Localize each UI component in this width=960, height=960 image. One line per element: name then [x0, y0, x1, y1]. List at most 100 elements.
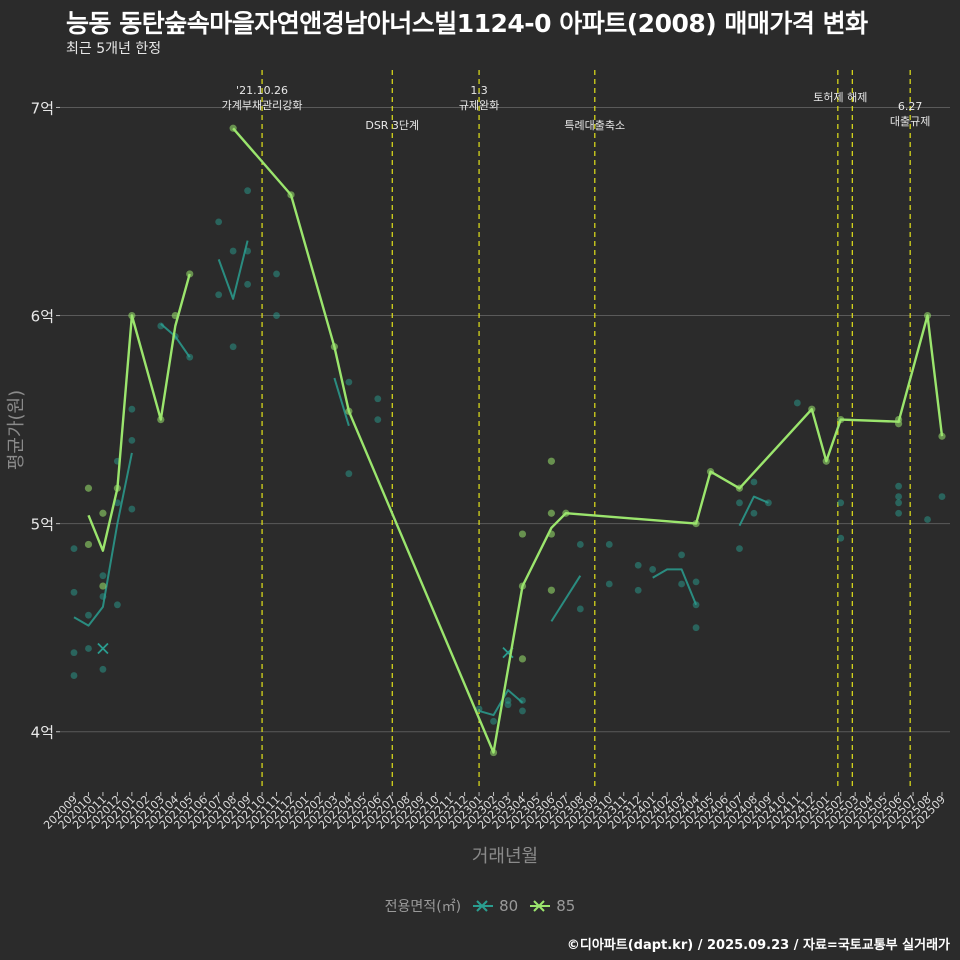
- y-axis-title: 평균가(원): [6, 390, 27, 470]
- data-point-80: [678, 551, 685, 559]
- data-point-80: [128, 405, 136, 413]
- data-point-80: [244, 280, 252, 288]
- policy-event-label: 대출규제: [890, 115, 930, 128]
- chart-subtitle: 최근 5개년 한정: [66, 41, 162, 57]
- y-tick-label: 7억: [31, 99, 54, 117]
- policy-event-label: DSR 3단계: [365, 119, 419, 132]
- data-point-80: [70, 588, 78, 596]
- data-point-80: [345, 378, 353, 386]
- data-point-80: [692, 624, 700, 632]
- policy-event-label: 가계부채관리강화: [222, 99, 303, 112]
- series-line-80: [73, 452, 133, 627]
- data-point-80: [837, 499, 845, 507]
- data-point-80: [750, 478, 758, 486]
- data-point-85: [938, 432, 946, 440]
- policy-event-label: 1.3: [470, 84, 488, 97]
- data-point-80: [229, 247, 237, 255]
- legend-label-85: 85: [556, 897, 576, 915]
- data-point-80: [837, 534, 845, 542]
- chart-title: 능동 동탄숲속마을자연앤경남아너스빌1124-0 아파트(2008) 매매가격 …: [66, 9, 868, 38]
- data-point-80: [895, 493, 902, 500]
- legend-item-85: 85: [528, 897, 575, 915]
- series-line-80: [652, 568, 698, 606]
- data-point-80: [70, 672, 78, 679]
- data-point-80: [273, 270, 280, 278]
- data-point-80: [374, 395, 382, 403]
- data-point-85: [84, 484, 93, 492]
- y-tick-label: 6억: [31, 308, 54, 326]
- data-point-80: [244, 187, 252, 195]
- series-line-85: [232, 127, 944, 754]
- policy-event-label: '21.10.26: [236, 84, 288, 97]
- legend-swatch-85: [530, 900, 551, 912]
- series-line-80: [478, 689, 524, 717]
- y-tick-label: 5억: [31, 516, 54, 534]
- data-point-85: [518, 655, 527, 663]
- data-point-85: [518, 530, 527, 538]
- data-point-80: [215, 218, 223, 226]
- data-point-80: [895, 482, 902, 490]
- data-point-80: [938, 493, 946, 500]
- data-point-80: [504, 701, 512, 709]
- data-point-85: [547, 509, 556, 517]
- y-tick-label: 4억: [31, 724, 54, 742]
- data-point-80: [374, 416, 382, 423]
- data-point-85: [99, 582, 107, 590]
- x-axis-title: 거래년월: [472, 846, 538, 867]
- data-point-80: [793, 399, 801, 407]
- policy-event-label: 6.27: [898, 100, 923, 113]
- legend-swatch-80: [473, 900, 494, 912]
- data-point-80: [85, 611, 92, 619]
- data-point-80: [99, 572, 107, 580]
- data-point-80: [70, 545, 78, 553]
- series-line-85: [87, 273, 191, 552]
- data-point-80: [634, 586, 642, 594]
- data-point-85: [99, 509, 107, 517]
- data-point-80: [345, 470, 353, 478]
- data-point-80: [114, 499, 121, 507]
- data-point-85: [547, 457, 556, 465]
- data-point-80: [229, 343, 237, 351]
- series-line-80: [160, 323, 191, 358]
- policy-event-label: 특례대출축소: [564, 119, 625, 132]
- data-point-80: [649, 566, 657, 573]
- line-chart: 4억5억6억7억20200920201020201120201220210120…: [6, 70, 950, 867]
- legend-item-80: 80: [471, 897, 518, 915]
- data-point-80: [692, 578, 700, 586]
- data-point-80: [215, 291, 223, 299]
- legend: 전용면적(㎡) 80 85: [0, 896, 960, 916]
- data-point-80: [85, 645, 92, 652]
- data-point-80: [519, 707, 526, 715]
- data-point-80: [576, 605, 584, 613]
- series-line-80: [333, 377, 350, 427]
- data-point-80: [490, 717, 497, 725]
- legend-title: 전용면적(㎡): [384, 899, 462, 915]
- data-point-80: [99, 665, 107, 673]
- policy-event-label: 토허제 해제: [813, 90, 867, 104]
- source-caption: ©디아파트(dapt.kr) / 2025.09.23 / 자료=국토교통부 실…: [566, 938, 950, 953]
- data-point-80: [128, 505, 136, 513]
- data-point-80: [924, 516, 931, 523]
- data-point-80: [605, 541, 613, 548]
- series-line-80: [550, 575, 582, 622]
- x-marker-stroke: [97, 642, 109, 655]
- data-point-80: [895, 509, 902, 517]
- data-point-80: [678, 580, 685, 588]
- legend-label-80: 80: [499, 897, 519, 915]
- x-marker-80: [97, 642, 109, 655]
- data-point-80: [605, 580, 613, 588]
- data-point-80: [128, 437, 136, 444]
- policy-event-label: 규제완화: [459, 99, 499, 112]
- data-point-85: [547, 586, 556, 594]
- data-point-80: [736, 499, 743, 507]
- data-point-80: [736, 545, 743, 553]
- data-point-85: [84, 540, 93, 549]
- series-line-80: [217, 240, 249, 300]
- data-point-80: [273, 312, 280, 319]
- data-point-80: [70, 649, 78, 657]
- data-point-80: [114, 601, 121, 609]
- data-point-80: [895, 499, 902, 507]
- data-point-80: [750, 509, 758, 517]
- series-line-80: [738, 495, 769, 527]
- data-point-80: [576, 541, 584, 548]
